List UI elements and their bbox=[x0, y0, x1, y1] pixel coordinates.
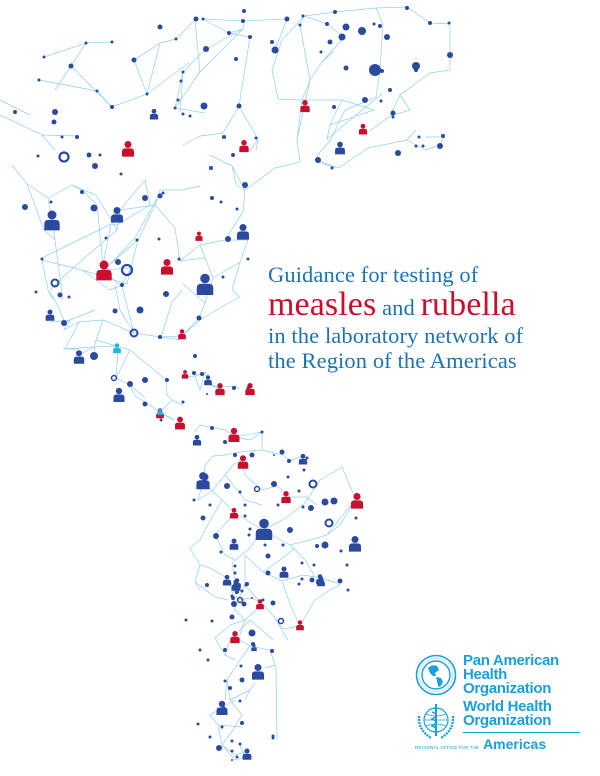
network-edges bbox=[0, 6, 451, 761]
title-rubella: rubella bbox=[420, 286, 516, 323]
who-line-2: Organization bbox=[463, 712, 552, 729]
who-emblem-icon bbox=[417, 704, 455, 740]
cover-title: Guidance for testing of measles and rube… bbox=[268, 262, 598, 373]
paho-globe-emblem-icon bbox=[415, 654, 457, 696]
who-line-1: World Health bbox=[463, 698, 552, 715]
network-ring-nodes bbox=[50, 151, 334, 625]
organization-logos: Pan American Health Organization World H… bbox=[415, 652, 600, 762]
regional-office-name: Americas bbox=[483, 736, 547, 752]
paho-line-2: Health bbox=[463, 666, 508, 683]
regional-office-label: Regional Office for the Americas bbox=[415, 736, 546, 752]
who-divider bbox=[463, 732, 580, 733]
regional-office-prefix: Regional Office for the bbox=[415, 745, 480, 750]
title-measles: measles bbox=[268, 286, 377, 323]
title-and: and bbox=[382, 295, 415, 320]
lab-person-icons-cyan bbox=[113, 343, 163, 415]
paho-line-3: Organization bbox=[463, 680, 552, 697]
title-line-1: Guidance for testing of bbox=[268, 262, 479, 287]
paho-name: Pan American Health Organization bbox=[463, 652, 559, 697]
who-logo: World Health Organization bbox=[415, 698, 552, 742]
paho-line-1: Pan American bbox=[463, 652, 559, 669]
paho-logo: Pan American Health Organization bbox=[415, 652, 559, 697]
title-line-2: measles and rubella bbox=[268, 287, 598, 323]
who-name: World Health Organization bbox=[463, 698, 552, 729]
title-line-4: the Region of the Americas bbox=[268, 348, 517, 373]
network-nodes-blue bbox=[13, 6, 453, 761]
title-line-3: in the laboratory network of bbox=[268, 323, 524, 348]
